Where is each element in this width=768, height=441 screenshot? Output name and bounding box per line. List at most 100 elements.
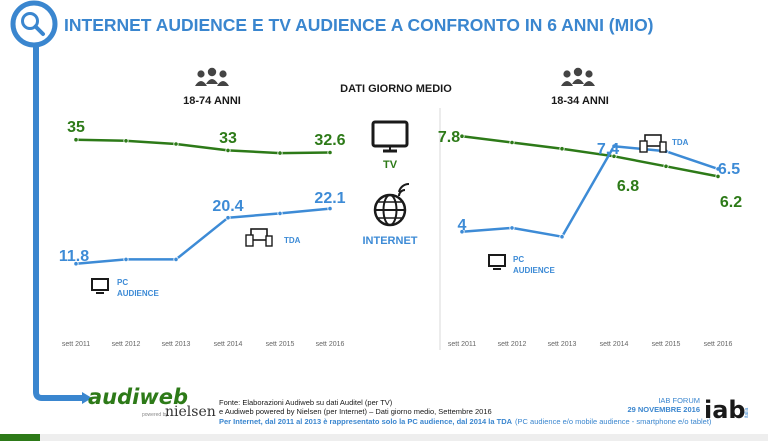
data-point [277, 210, 283, 216]
devices-icon [245, 228, 273, 247]
data-label: 32.6 [314, 132, 345, 149]
legend-internet: INTERNET [363, 235, 418, 247]
bottom-strip [0, 434, 768, 441]
data-point [327, 149, 333, 156]
source-line-2: e Audiweb powered by Nielsen (per Intern… [219, 407, 492, 416]
data-point [611, 143, 617, 149]
data-point [715, 173, 721, 179]
person-head [585, 70, 593, 78]
data-point [277, 150, 283, 156]
event-date: 29 NOVEMBRE 2016 [627, 405, 700, 414]
tda-label: TDA [672, 138, 689, 147]
pc-icon [91, 278, 109, 294]
data-point [73, 261, 79, 267]
devices-icon [639, 134, 667, 153]
x-tick-label: sett 2015 [652, 341, 681, 348]
pc-audience-label: AUDIENCE [117, 289, 159, 298]
x-tick-label: sett 2013 [548, 341, 577, 348]
person-body [583, 81, 595, 86]
x-tick-label: sett 2012 [112, 341, 141, 348]
data-label: 6.5 [718, 161, 740, 178]
frame-arrow [82, 392, 92, 404]
x-tick-label: sett 2014 [214, 341, 243, 348]
data-point [173, 141, 179, 147]
data-label: 33 [219, 130, 237, 147]
x-tick-label: sett 2011 [62, 341, 90, 348]
data-point [73, 137, 79, 143]
person-head [197, 70, 205, 78]
data-point [459, 133, 465, 139]
person-body [572, 79, 584, 84]
data-label: 7.8 [438, 129, 460, 146]
series-line-tv [461, 134, 719, 178]
series-line-tv [75, 138, 331, 155]
data-point [173, 256, 179, 262]
tv-icon [371, 120, 409, 153]
series-line-internet [461, 144, 719, 238]
chart-18-74: sett 2011 sett 2012 sett 2013 sett 2014 sett… [59, 119, 346, 348]
pc-audience-label: AUDIENCE [513, 266, 555, 275]
person-head [219, 70, 227, 78]
person-head [573, 67, 583, 77]
person-head [207, 67, 217, 77]
data-label: 6.8 [617, 178, 639, 195]
pc-audience-label: PC [513, 255, 524, 264]
bottom-strip-accent [0, 434, 40, 441]
event-name: IAB FORUM [658, 396, 700, 405]
person-body [206, 79, 218, 84]
person-body [217, 81, 229, 86]
data-point [509, 225, 515, 231]
data-label: 35 [67, 119, 85, 136]
x-tick-label: sett 2012 [498, 341, 527, 348]
footer-note: Per Internet, dal 2011 al 2013 è rappres… [219, 417, 712, 426]
frame-line [33, 37, 87, 401]
chart-18-34: sett 2011 sett 2012 sett 2013 sett 2014 sett… [438, 129, 742, 348]
data-label: 4 [458, 217, 467, 234]
iab-logo-small: italia [744, 407, 750, 418]
person-head [563, 70, 571, 78]
source-line-1: Fonte: Elaborazioni Audiweb su dati Audi… [219, 398, 393, 407]
search-icon [10, 0, 58, 48]
pc-icon [488, 254, 506, 270]
x-tick-label: sett 2016 [316, 341, 345, 348]
globe-wifi-icon [373, 182, 410, 227]
audiweb-logo: audiweb [88, 385, 188, 409]
data-label: 7.4 [597, 141, 619, 158]
people-icon [561, 67, 595, 86]
data-point [123, 138, 129, 144]
footer-note-bold: Per Internet, dal 2011 al 2013 è rappres… [219, 417, 513, 426]
person-body [561, 81, 573, 86]
data-point [123, 256, 129, 262]
series-line-internet [75, 207, 331, 265]
people-icon [195, 67, 229, 86]
person-body [195, 81, 207, 86]
data-point [509, 139, 515, 146]
data-point [611, 153, 617, 159]
panel-subtitle-left: 18-74 ANNI [183, 95, 241, 107]
iab-logo: iab [704, 396, 746, 424]
nielsen-logo: nielsen [165, 404, 216, 420]
footer-note-rest: (PC audience e/o mobile audience - smart… [515, 417, 712, 426]
x-tick-label: sett 2014 [600, 341, 629, 348]
data-point [559, 146, 565, 152]
data-point [715, 166, 721, 172]
data-label: 6.2 [720, 194, 742, 211]
x-tick-label: sett 2015 [266, 341, 295, 348]
x-tick-label: sett 2013 [162, 341, 191, 348]
data-point [327, 206, 333, 212]
data-point [225, 215, 231, 221]
x-tick-label: sett 2011 [448, 341, 476, 348]
tda-label: TDA [284, 236, 301, 245]
page-title: INTERNET AUDIENCE E TV AUDIENCE A CONFRO… [64, 15, 654, 35]
data-point [459, 229, 465, 235]
data-label: 20.4 [212, 198, 243, 215]
data-point [663, 163, 669, 169]
data-label: 11.8 [59, 248, 89, 265]
data-point [559, 234, 565, 240]
data-label: 22.1 [314, 190, 345, 207]
logo-powered-by: powered by [142, 412, 168, 418]
panel-subtitle-right: 18-34 ANNI [551, 95, 609, 107]
data-point [225, 147, 231, 153]
x-tick-label: sett 2016 [704, 341, 733, 348]
